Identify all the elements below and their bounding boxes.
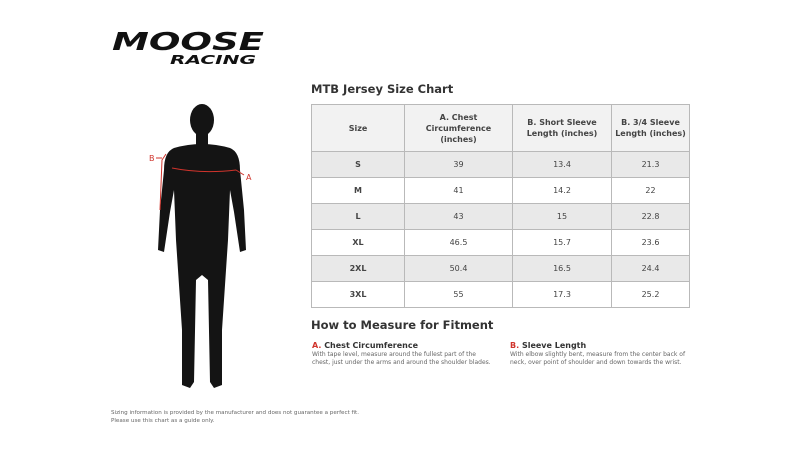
table-row: 2XL 50.4 16.5 24.4 <box>311 255 690 282</box>
table-row: L 43 15 22.8 <box>311 203 690 230</box>
table-row: 3XL 55 17.3 25.2 <box>311 281 690 308</box>
size-cell: L <box>311 203 405 230</box>
label-a: A <box>246 173 252 182</box>
value-cell: 50.4 <box>404 255 513 282</box>
size-chart-title: MTB Jersey Size Chart <box>311 82 454 96</box>
disclaimer-line2: Please use this chart as a guide only. <box>111 418 215 424</box>
heading: Chest Circumference <box>324 341 419 350</box>
howto-sleeve: B. Sleeve Length With elbow slightly ben… <box>510 341 690 367</box>
value-cell: 55 <box>404 281 513 308</box>
value-cell: 21.3 <box>611 151 690 178</box>
value-cell: 22.8 <box>611 203 690 230</box>
svg-text:MOOSE: MOOSE <box>112 27 264 56</box>
table-row: S 39 13.4 21.3 <box>311 151 690 178</box>
header-chest: A. Chest Circumference (inches) <box>404 104 513 152</box>
size-cell: 3XL <box>311 281 405 308</box>
value-cell: 39 <box>404 151 513 178</box>
moose-racing-logo: MOOSE RACING <box>112 27 264 67</box>
description: With tape level, measure around the full… <box>312 351 491 366</box>
header-short-sleeve: B. Short Sleeve Length (inches) <box>512 104 612 152</box>
value-cell: 15.7 <box>512 229 612 256</box>
heading: Sleeve Length <box>521 341 587 350</box>
description: With elbow slightly bent, measure from t… <box>510 351 686 366</box>
size-cell: S <box>311 151 405 178</box>
howto-title: How to Measure for Fitment <box>311 318 494 332</box>
value-cell: 46.5 <box>404 229 513 256</box>
value-cell: 43 <box>404 203 513 230</box>
size-cell: XL <box>311 229 405 256</box>
howto-chest: A. Chest Circumference With tape level, … <box>312 341 492 367</box>
table-row: XL 46.5 15.7 23.6 <box>311 229 690 256</box>
value-cell: 17.3 <box>512 281 612 308</box>
value-cell: 25.2 <box>611 281 690 308</box>
header-size: Size <box>311 104 405 152</box>
disclaimer: Sizing information is provided by the ma… <box>111 409 359 425</box>
letter: B. <box>510 341 520 350</box>
value-cell: 22 <box>611 177 690 204</box>
value-cell: 13.4 <box>512 151 612 178</box>
svg-text:RACING: RACING <box>170 53 256 67</box>
value-cell: 16.5 <box>512 255 612 282</box>
label-b: B <box>149 154 155 163</box>
table-row: M 41 14.2 22 <box>311 177 690 204</box>
value-cell: 14.2 <box>512 177 612 204</box>
size-chart-table: Size A. Chest Circumference (inches) B. … <box>311 104 690 308</box>
value-cell: 15 <box>512 203 612 230</box>
value-cell: 41 <box>404 177 513 204</box>
size-cell: M <box>311 177 405 204</box>
table-header-row: Size A. Chest Circumference (inches) B. … <box>311 104 690 152</box>
value-cell: 24.4 <box>611 255 690 282</box>
value-cell: 23.6 <box>611 229 690 256</box>
header-34-sleeve: B. 3/4 Sleeve Length (inches) <box>611 104 690 152</box>
letter: A. <box>312 341 322 350</box>
size-cell: 2XL <box>311 255 405 282</box>
body-silhouette: A B <box>149 104 252 388</box>
disclaimer-line1: Sizing information is provided by the ma… <box>111 410 360 416</box>
